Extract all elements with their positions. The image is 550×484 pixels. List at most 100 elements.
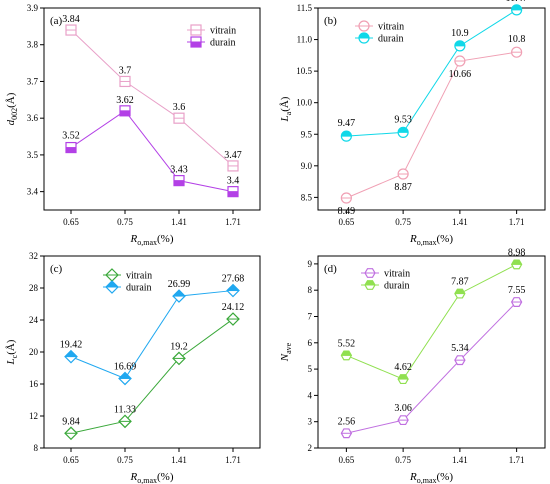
y-tick-label: 8.5 (301, 192, 313, 202)
x-axis-label-sub: o,max (137, 476, 157, 484)
data-label-vitrain: 3.7 (119, 65, 132, 76)
data-label-durain: 3.4 (227, 176, 240, 187)
x-axis-label-sub: o,max (417, 476, 437, 484)
data-point-durain-fill (341, 351, 352, 356)
y-tick-label: 5 (308, 364, 313, 374)
panel-label: (d) (324, 263, 337, 275)
data-point-durain-fill (454, 40, 465, 46)
data-label-durain: 3.43 (170, 165, 188, 176)
y-tick-label: 2 (308, 443, 313, 453)
y-axis-label-sub: ave (284, 342, 293, 354)
data-label-durain: 11.47 (506, 0, 528, 4)
x-axis-label-sub: o,max (417, 238, 437, 247)
data-label-durain: 5.52 (338, 338, 356, 349)
series-line-vitrain (346, 51, 517, 199)
plot-frame (317, 255, 546, 449)
x-axis-label-unit: (%) (157, 233, 174, 245)
data-point-durain-fill (65, 350, 77, 357)
data-label-vitrain: 24.12 (222, 302, 245, 313)
x-axis-label-main: R (129, 233, 137, 245)
series-vitrain: 8.49 8.87 10.66 10.8 (338, 34, 526, 217)
series-line-vitrain (70, 29, 234, 167)
y-axis-label: Nave (279, 342, 293, 362)
series-durain: 9.47 9.53 10.9 11.47 (338, 0, 528, 142)
series-vitrain: 3.84 3.7 3.6 3.47 (62, 14, 242, 172)
y-tick-label: 24 (29, 315, 39, 325)
data-label-vitrain: 3.6 (173, 102, 186, 113)
y-tick-label: 3 (308, 417, 313, 427)
data-point-durain-fill (120, 110, 130, 116)
y-tick-label: 3.4 (27, 187, 39, 197)
x-tick-label: 1.41 (452, 217, 468, 227)
x-tick-label: 1.41 (452, 455, 468, 465)
data-label-durain: 9.47 (338, 118, 356, 129)
series-line-durain (70, 110, 234, 193)
y-axis-label-sub: a (284, 111, 293, 115)
data-label-durain: 26.99 (168, 279, 191, 290)
x-axis-label-unit: (%) (437, 233, 454, 245)
legend-label-vitrain: vitrain (126, 271, 152, 282)
data-label-vitrain: 10.8 (508, 34, 526, 45)
y-axis-label: La(Å) (279, 96, 293, 122)
legend-marker-durain-fill (359, 33, 369, 38)
data-point-durain-fill (454, 289, 465, 294)
data-label-vitrain: 2.56 (338, 416, 356, 427)
panel-label: (b) (324, 15, 337, 27)
data-label-durain: 3.62 (116, 95, 134, 106)
panel-d: 0.65 0.75 1.41 1.71 2 3 4 5 6 7 8 9 (d) Ro,max(%) Nave… (279, 247, 546, 484)
y-axis-label-main: L (5, 358, 17, 365)
y-tick-label: 3.6 (27, 113, 39, 123)
legend-label-vitrain: vitrain (384, 269, 410, 280)
y-tick-label: 10.0 (296, 98, 312, 108)
y-axis-label-main: d (5, 119, 17, 125)
y-tick-label: 8 (308, 285, 313, 295)
legend-label-durain: durain (126, 283, 152, 294)
x-axis-label-unit: (%) (157, 471, 174, 483)
y-axis-label: d002(Å) (5, 92, 19, 125)
panel-label: (c) (50, 263, 63, 275)
legend-marker-durain-fill (106, 281, 118, 287)
y-axis-label-main: L (279, 115, 291, 122)
y-tick-label: 7 (308, 311, 313, 321)
x-axis-label: Ro,max(%) (409, 471, 453, 484)
x-axis-label: Ro,max(%) (409, 233, 453, 247)
data-label-durain: 16.69 (114, 361, 137, 372)
data-point-durain-fill (511, 4, 522, 10)
data-label-durain: 3.52 (62, 131, 80, 142)
x-axis-label-sub: o,max (137, 238, 157, 247)
data-label-durain: 9.53 (394, 114, 412, 125)
data-label-vitrain: 5.34 (451, 343, 469, 354)
data-label-durain: 4.62 (394, 362, 412, 373)
y-axis-label-unit: (Å) (279, 96, 291, 112)
series-line-vitrain (70, 318, 234, 434)
data-point-durain-fill (174, 180, 184, 186)
data-point-durain-fill (398, 374, 409, 380)
y-tick-label: 3.8 (27, 40, 39, 50)
legend-label-durain: durain (210, 38, 236, 49)
y-tick-label: 9.5 (301, 129, 313, 139)
data-point-durain-fill (227, 284, 239, 291)
y-tick-label: 8 (34, 443, 39, 453)
y-tick-label: 4 (308, 390, 313, 400)
legend-label-vitrain: vitrain (210, 26, 236, 37)
data-label-vitrain: 8.87 (394, 182, 412, 193)
series-vitrain: 2.56 3.06 5.34 7.55 (338, 285, 525, 439)
data-label-durain: 27.68 (222, 274, 245, 285)
series-durain: 3.52 3.62 3.43 3.4 (62, 95, 240, 198)
y-axis-label-sub: c (10, 354, 19, 358)
data-label-vitrain: 3.84 (62, 14, 80, 25)
legend-marker-durain-fill (191, 42, 201, 47)
y-tick-label: 3.7 (27, 76, 39, 86)
data-point-durain-fill (398, 127, 409, 133)
y-tick-label: 12 (29, 411, 38, 421)
x-axis-label-main: R (409, 233, 417, 245)
x-tick-label: 0.75 (117, 217, 133, 227)
x-tick-label: 0.65 (339, 217, 355, 227)
y-tick-label: 3.9 (27, 3, 39, 13)
x-tick-label: 1.71 (509, 217, 525, 227)
data-point-durain-fill (228, 191, 238, 197)
x-tick-label: 1.71 (225, 217, 241, 227)
